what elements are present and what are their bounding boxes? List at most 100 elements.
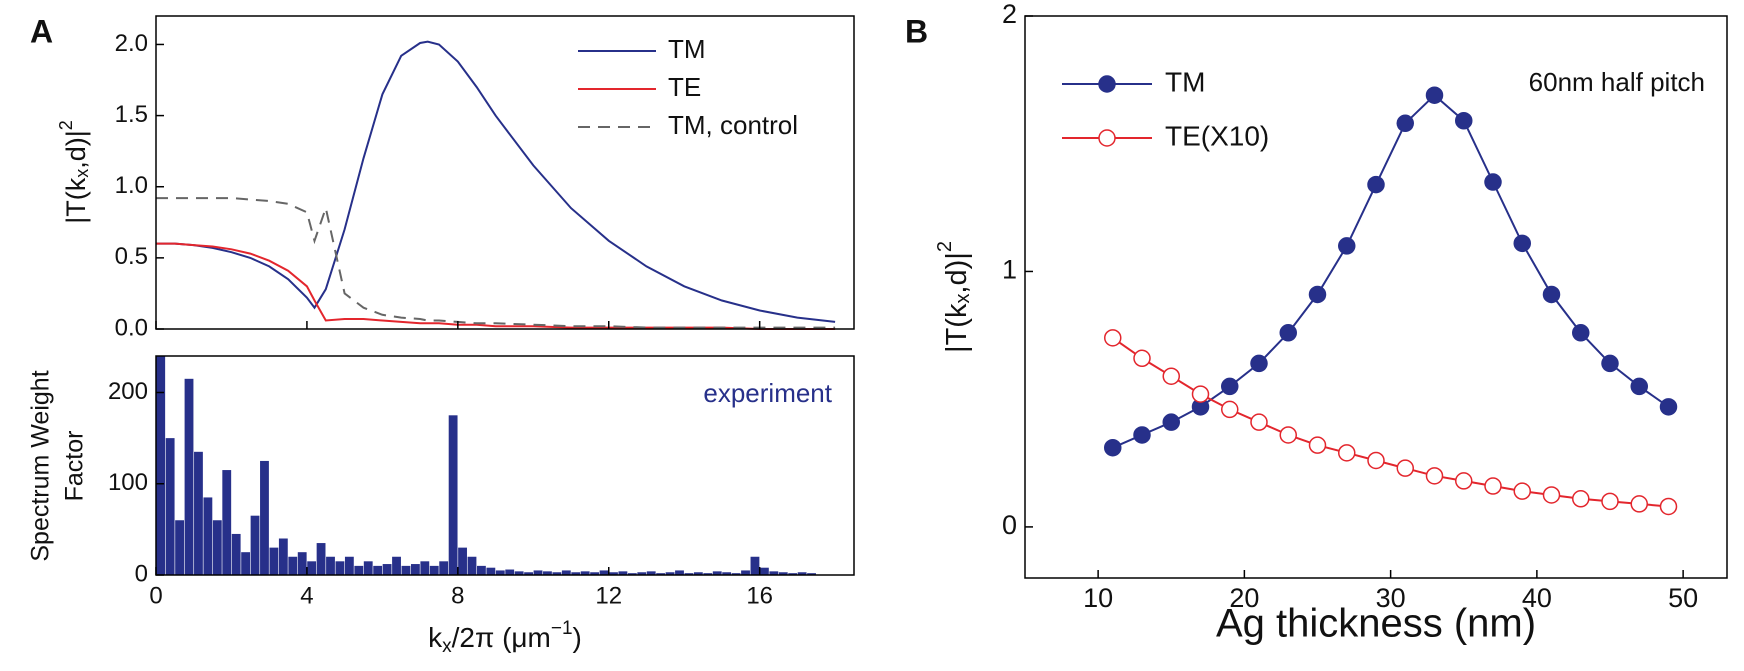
data-point: [1484, 477, 1502, 495]
bar: [165, 438, 175, 575]
bar: [656, 573, 666, 575]
data-point: [1162, 367, 1180, 385]
bar: [467, 556, 477, 575]
axes-frame: [1024, 15, 1728, 579]
panel-label: A: [30, 13, 53, 49]
x-tick-label: 0: [149, 582, 162, 609]
bar: [543, 571, 552, 575]
label-part: x: [442, 636, 452, 657]
bar: [439, 561, 449, 575]
data-point: [1279, 324, 1297, 342]
axes-frame: [155, 355, 855, 576]
bar: [184, 378, 194, 575]
data-point: [1133, 349, 1151, 368]
bar: [458, 547, 467, 575]
bar: [665, 572, 675, 575]
bar: [486, 567, 496, 575]
x-axis-label: Ag thickness (nm): [1216, 602, 1536, 646]
data-point: [1630, 377, 1648, 396]
bar: [231, 533, 241, 575]
data-point: [1455, 472, 1473, 490]
bar: [731, 573, 741, 575]
annotation: 60nm half pitch: [1529, 67, 1705, 97]
data-point: [1367, 451, 1385, 470]
data-point: [1338, 444, 1356, 462]
data-point: [1396, 114, 1414, 133]
bar: [429, 565, 439, 575]
y-tick-label: 1.5: [115, 101, 148, 128]
data-point: [1572, 490, 1590, 508]
y-tick-label: 2: [1002, 0, 1017, 29]
legend-label: TE(X10): [1165, 120, 1269, 151]
bar: [722, 572, 732, 575]
legend-marker: [1098, 129, 1116, 147]
legend-label: TM, control: [668, 110, 798, 140]
bar: [750, 556, 760, 575]
panel-label: B: [905, 13, 928, 49]
data-point: [1513, 234, 1531, 253]
bar: [627, 573, 637, 575]
legend-label: TE: [668, 72, 701, 102]
bar: [759, 567, 769, 575]
data-point: [1542, 486, 1561, 504]
data-point: [1601, 492, 1619, 511]
bar: [410, 564, 420, 575]
data-point: [1250, 354, 1268, 373]
bar: [637, 572, 647, 575]
label-part: −1: [551, 618, 573, 639]
data-point: [1455, 111, 1473, 130]
data-point: [1542, 285, 1561, 304]
label-part: x: [72, 169, 92, 178]
bar: [175, 520, 184, 575]
bar: [222, 470, 232, 575]
data-line: [156, 242, 836, 330]
bar: [203, 497, 213, 575]
data-point: [1162, 413, 1180, 431]
data-point: [1425, 467, 1444, 485]
bar: [297, 552, 307, 575]
data-point: [1191, 385, 1210, 403]
axes-frame: [155, 15, 855, 330]
data-point: [1396, 459, 1414, 477]
bar: [382, 564, 392, 575]
bar: [675, 570, 684, 575]
bar: [693, 572, 703, 575]
legend-label: TM: [1165, 66, 1205, 97]
bar: [618, 571, 628, 575]
bar: [590, 572, 600, 575]
bar: [778, 572, 788, 575]
y-tick-label: 1: [1002, 255, 1017, 285]
bar: [561, 570, 571, 575]
bar: [194, 451, 203, 575]
data-point: [1367, 175, 1385, 194]
bar: [354, 565, 364, 575]
bar: [533, 570, 543, 575]
y-tick-label: 2.0: [115, 30, 148, 57]
bar: [684, 573, 694, 575]
data-point: [1572, 324, 1590, 342]
x-tick-label: 10: [1083, 583, 1113, 613]
y-tick-label: 1.0: [115, 172, 148, 199]
bar: [326, 556, 335, 575]
y-axis-label: Spectrum Weight: [27, 370, 55, 561]
data-point: [1308, 285, 1327, 304]
data-point: [1630, 495, 1648, 513]
bar: [552, 572, 562, 575]
label-part: |T(k: [941, 303, 973, 353]
bar: [392, 556, 401, 575]
data-line: [1112, 337, 1669, 508]
y-axis-label: Factor: [61, 431, 89, 502]
label-part: 2: [56, 120, 76, 130]
data-line: [156, 197, 836, 329]
bar: [580, 571, 590, 575]
bar: [363, 561, 373, 575]
data-point: [1221, 377, 1239, 396]
bar: [505, 569, 515, 575]
data-point: [1659, 398, 1678, 416]
bar: [807, 573, 816, 575]
x-tick-label: 8: [451, 582, 464, 609]
bar: [712, 571, 722, 575]
x-tick-label: 12: [595, 582, 622, 609]
data-point: [1425, 86, 1444, 104]
